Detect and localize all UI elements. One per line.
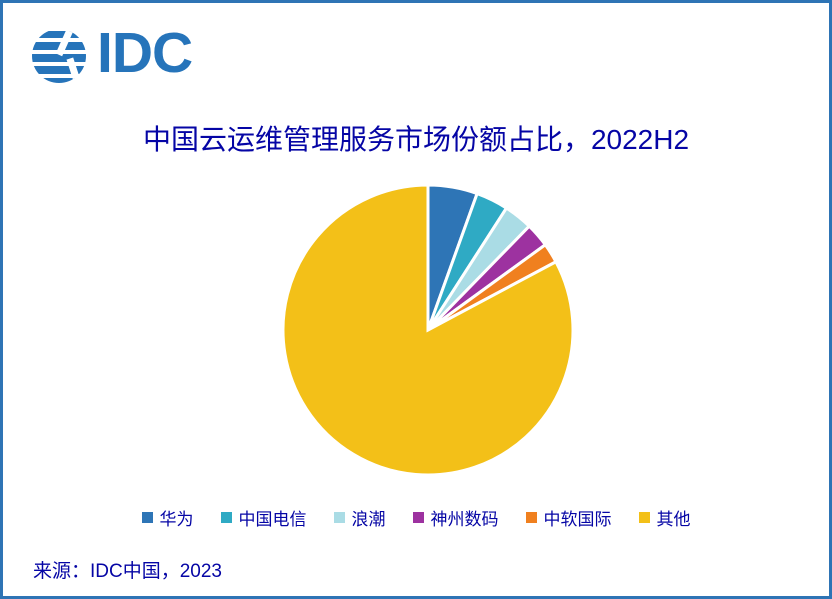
idc-logo: IDC <box>31 21 193 85</box>
idc-logo-text: IDC <box>97 21 193 85</box>
legend-item-6: 其他 <box>638 505 691 530</box>
legend-swatch-icon <box>333 512 345 523</box>
legend-swatch-icon <box>220 512 232 523</box>
legend-swatch-icon <box>141 512 153 523</box>
legend-swatch-icon <box>412 512 424 523</box>
source-text: 来源：IDC中国，2023 <box>33 561 222 582</box>
legend-swatch-icon <box>525 512 537 523</box>
legend-item-4: 神州数码 <box>412 505 499 530</box>
legend-item-3: 浪潮 <box>333 505 386 530</box>
legend-label: 其他 <box>656 510 691 529</box>
idc-globe-icon <box>32 28 86 83</box>
pie-chart <box>281 183 575 477</box>
legend-swatch-icon <box>638 512 650 523</box>
legend-label: 中软国际 <box>543 510 612 529</box>
pie-slice-6 <box>281 183 575 477</box>
legend-label: 华为 <box>159 510 194 529</box>
chart-title: 中国云运维管理服务市场份额占比，2022H2 <box>142 124 690 155</box>
pie-chart-area <box>264 166 592 494</box>
legend-label: 中国电信 <box>238 510 307 529</box>
legend-label: 浪潮 <box>351 510 386 529</box>
legend-item-1: 华为 <box>141 505 194 530</box>
legend-label: 神州数码 <box>430 510 499 529</box>
legend-item-5: 中软国际 <box>525 505 612 530</box>
chart-legend: 华为 中国电信 浪潮 神州数码 中软国际 其他 <box>3 505 829 530</box>
legend-item-2: 中国电信 <box>220 505 307 530</box>
